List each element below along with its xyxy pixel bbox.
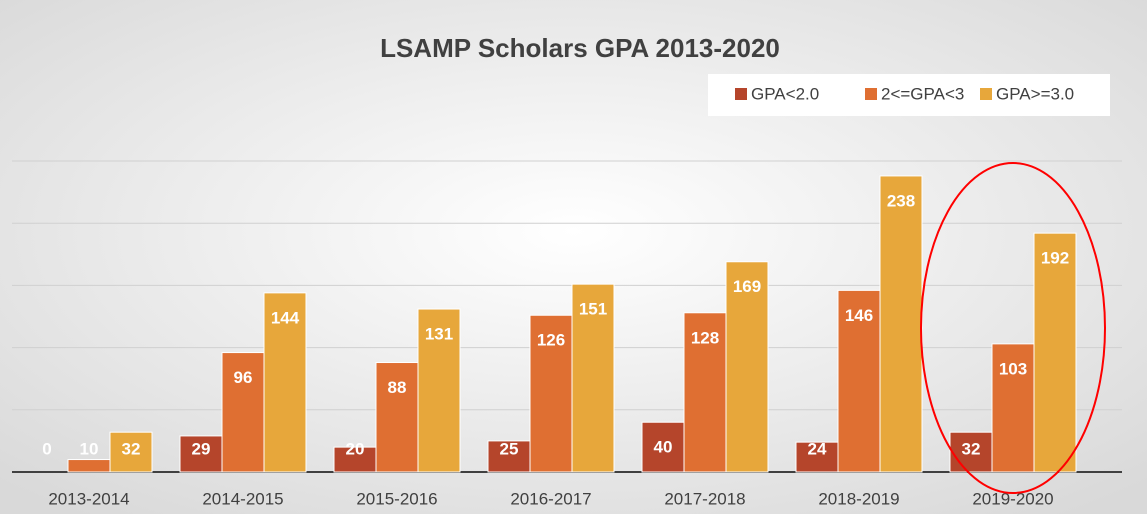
legend-swatch xyxy=(735,88,747,100)
data-label: 88 xyxy=(388,378,407,397)
bar xyxy=(991,343,1035,473)
bar xyxy=(571,283,615,473)
data-label: 32 xyxy=(122,439,141,458)
data-label: 146 xyxy=(845,306,873,325)
data-label: 151 xyxy=(579,300,607,319)
bar xyxy=(375,362,419,473)
x-tick-label: 2017-2018 xyxy=(664,489,745,508)
x-tick-label: 2018-2019 xyxy=(818,489,899,508)
data-label: 25 xyxy=(500,439,519,458)
bar xyxy=(725,261,769,473)
legend-box xyxy=(708,74,1110,116)
bar xyxy=(179,435,223,473)
legend-label: GPA<2.0 xyxy=(751,84,819,103)
data-label: 10 xyxy=(80,439,99,458)
data-label: 131 xyxy=(425,325,453,344)
data-label: 169 xyxy=(733,277,761,296)
bar xyxy=(67,459,111,473)
bar xyxy=(487,440,531,473)
plot: 2013-2014 0 10 32 2014-2015 29 96 144 2015-2016 2… xyxy=(12,160,1122,508)
data-label: 20 xyxy=(346,439,365,458)
data-label: 103 xyxy=(999,359,1027,378)
legend-label: 2<=GPA<3 xyxy=(881,84,964,103)
data-label: 126 xyxy=(537,331,565,350)
data-label: 29 xyxy=(192,439,211,458)
highlight-ellipse xyxy=(920,162,1106,494)
bar xyxy=(221,352,265,473)
data-label: 144 xyxy=(271,308,300,327)
bar xyxy=(417,308,461,473)
legend-swatch xyxy=(865,88,877,100)
bar xyxy=(837,289,881,473)
x-tick-label: 2014-2015 xyxy=(202,489,283,508)
bar xyxy=(263,292,307,473)
data-label: 24 xyxy=(808,439,827,458)
chart-title: LSAMP Scholars GPA 2013-2020 xyxy=(380,33,780,63)
data-label: 238 xyxy=(887,191,915,210)
bar xyxy=(879,175,923,473)
legend-swatch xyxy=(980,88,992,100)
x-tick-label: 2013-2014 xyxy=(48,489,129,508)
bar xyxy=(109,431,153,473)
data-label: 40 xyxy=(654,438,673,457)
data-label: 96 xyxy=(234,368,253,387)
data-label: 192 xyxy=(1041,249,1069,268)
data-label: 0 xyxy=(42,439,51,458)
x-tick-label: 2019-2020 xyxy=(972,489,1053,508)
data-label: 32 xyxy=(962,439,981,458)
legend-label: GPA>=3.0 xyxy=(996,84,1074,103)
x-tick-label: 2016-2017 xyxy=(510,489,591,508)
bar xyxy=(949,431,993,473)
bar xyxy=(1033,232,1077,473)
data-label: 128 xyxy=(691,328,719,347)
bar xyxy=(529,314,573,473)
x-tick-label: 2015-2016 xyxy=(356,489,437,508)
